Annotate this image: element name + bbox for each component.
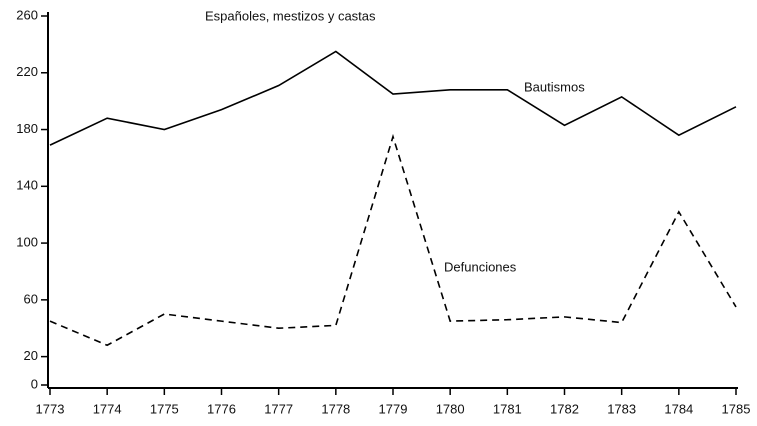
y-tick-label: 140 [16,178,38,193]
x-tick-label: 1785 [722,401,751,416]
x-tick-label: 1775 [150,401,179,416]
y-tick-label: 180 [16,121,38,136]
chart-title: Españoles, mestizos y castas [205,8,376,23]
x-tick-label: 1779 [379,401,408,416]
x-tick-label: 1777 [264,401,293,416]
y-tick-label: 0 [31,376,38,391]
x-tick-label: 1774 [93,401,122,416]
x-tick-label: 1781 [493,401,522,416]
x-tick-label: 1776 [207,401,236,416]
x-tick-label: 1782 [550,401,579,416]
x-tick-label: 1783 [607,401,636,416]
y-tick-label: 60 [24,291,38,306]
y-tick-label: 220 [16,64,38,79]
x-tick-label: 1778 [321,401,350,416]
series-line [49,133,737,347]
series-line [49,50,737,146]
y-tick-label: 260 [16,7,38,22]
series-label: Defunciones [444,259,517,274]
x-tick-label: 1780 [436,401,465,416]
y-tick-label: 100 [16,235,38,250]
x-tick-label: 1773 [36,401,65,416]
series-label: Bautismos [524,79,585,94]
y-tick-label: 20 [24,348,38,363]
x-tick-label: 1784 [664,401,693,416]
